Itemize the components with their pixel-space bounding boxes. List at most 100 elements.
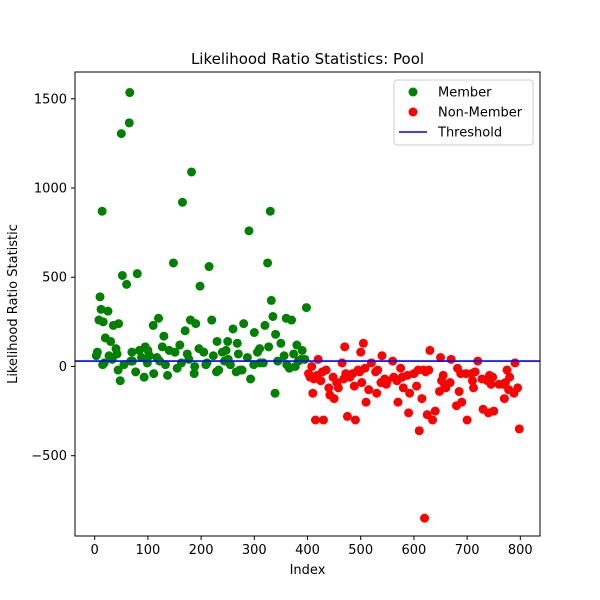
scatter-point <box>393 397 403 407</box>
scatter-point <box>350 415 360 425</box>
scatter-point <box>324 383 334 393</box>
scatter-point <box>170 347 180 357</box>
chart-title: Likelihood Ratio Statistics: Pool <box>191 50 424 68</box>
scatter-point <box>264 342 274 352</box>
scatter-point <box>201 360 211 370</box>
x-tick-label: 500 <box>348 543 373 558</box>
scatter-point <box>208 351 218 361</box>
scatter-point <box>457 397 467 407</box>
scatter-point <box>514 424 524 434</box>
scatter-point <box>340 342 350 352</box>
scatter-point <box>349 381 359 391</box>
scatter-point <box>337 358 347 368</box>
scatter-point <box>268 311 278 321</box>
scatter-point <box>263 258 273 268</box>
scatter-point <box>175 340 185 350</box>
x-tick-label: 100 <box>135 543 160 558</box>
scatter-point <box>246 374 256 384</box>
scatter-point <box>134 345 144 355</box>
scatter-point <box>279 351 289 361</box>
y-tick-label: −500 <box>31 449 67 464</box>
scatter-point <box>289 349 299 359</box>
scatter-point <box>152 353 162 363</box>
scatter-point <box>300 354 310 364</box>
scatter-point <box>372 388 382 398</box>
scatter-point <box>157 342 167 352</box>
scatter-point <box>287 315 297 325</box>
scatter-point <box>115 376 125 386</box>
scatter-point <box>313 354 323 364</box>
scatter-point <box>122 279 132 289</box>
scatter-point <box>239 319 249 329</box>
x-tick-label: 0 <box>91 543 99 558</box>
y-axis-label: Likelihood Ratio Statistic <box>6 224 21 384</box>
scatter-point <box>189 369 199 379</box>
scatter-point <box>339 374 349 384</box>
scatter-point <box>276 338 286 348</box>
scatter-point <box>266 295 276 305</box>
scatter-point <box>396 363 406 373</box>
scatter-point <box>307 361 317 371</box>
scatter-point <box>502 365 512 375</box>
legend-label: Member <box>438 86 492 101</box>
scatter-point <box>117 270 127 280</box>
scatter-point <box>194 344 204 354</box>
scatter-point <box>364 385 374 395</box>
scatter-point <box>510 358 520 368</box>
scatter-point <box>154 313 164 323</box>
scatter-point <box>462 415 472 425</box>
x-tick-label: 700 <box>455 543 480 558</box>
x-tick-label: 200 <box>189 543 214 558</box>
scatter-point <box>159 331 169 341</box>
legend: Member Non-Member Threshold <box>393 79 534 146</box>
scatter-point <box>137 353 146 363</box>
scatter-point <box>310 415 320 425</box>
scatter-point <box>119 360 129 370</box>
scatter-point <box>182 349 192 359</box>
scatter-point <box>356 347 366 357</box>
scatter-point <box>168 258 178 268</box>
y-tick-label: 1000 <box>34 182 67 197</box>
scatter-point <box>180 326 190 336</box>
scatter-point <box>149 369 159 379</box>
scatter-point <box>371 367 381 377</box>
scatter-point <box>469 383 478 393</box>
scatter-point <box>420 513 430 523</box>
scatter-point <box>357 378 367 388</box>
scatter-point <box>318 415 328 425</box>
scatter-point <box>191 319 201 329</box>
scatter-point <box>127 347 137 357</box>
scatter-point <box>342 411 352 421</box>
scatter-point <box>97 206 107 216</box>
scatter-point <box>124 118 134 128</box>
scatter-point <box>244 226 254 236</box>
scatter-point <box>404 408 414 418</box>
scatter-point <box>381 379 391 389</box>
scatter-point <box>271 329 281 339</box>
x-tick-label: 400 <box>295 543 320 558</box>
legend-box <box>393 79 534 146</box>
y-tick-label: 0 <box>59 360 67 375</box>
scatter-point <box>348 369 358 379</box>
scatter-point <box>132 269 142 279</box>
scatter-point <box>212 367 222 377</box>
scatter-point <box>177 197 187 207</box>
x-tick-label: 300 <box>242 543 267 558</box>
scatter-point <box>430 406 440 416</box>
scatter-point <box>405 388 415 398</box>
scatter-point <box>360 363 370 373</box>
scatter-point <box>106 336 116 346</box>
scatter-point <box>190 361 200 371</box>
scatter-point <box>144 351 154 361</box>
scatter-point <box>358 338 368 348</box>
scatter-point <box>377 351 387 361</box>
scatter-point <box>96 304 106 314</box>
scatter-point <box>221 345 231 355</box>
scatter-point <box>258 358 268 368</box>
axes: 0 100 200 300 400 500 600 700 800 −500 0 500 1000 150… <box>31 71 541 558</box>
scatter-point <box>242 353 252 363</box>
scatter-point <box>270 388 280 398</box>
scatter-point <box>301 303 311 313</box>
scatter-point <box>249 328 259 338</box>
